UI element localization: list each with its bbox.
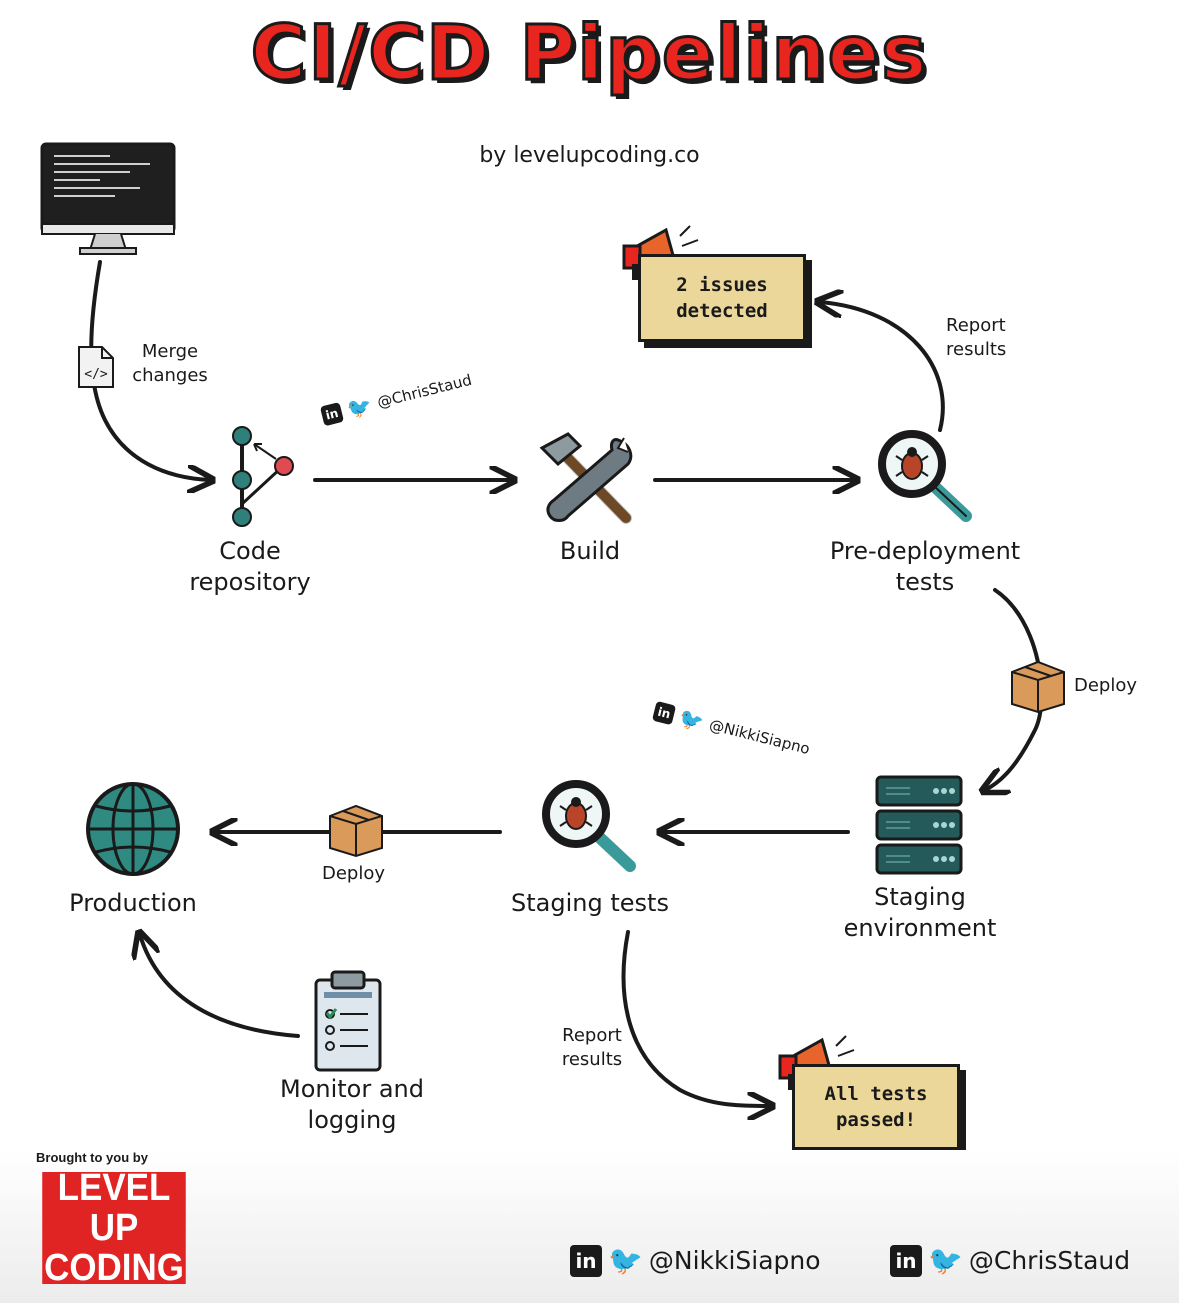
node-build: Build [559, 537, 621, 565]
handle-text: @ChrisStaud [968, 1246, 1131, 1275]
logo-line-2: CODING [44, 1247, 184, 1289]
arrow-monitor-to-production [140, 935, 300, 1038]
code-file-icon: </> [78, 346, 114, 388]
server-stack-icon [875, 775, 963, 875]
report-results-top-label: Report results [946, 315, 1007, 360]
footer-social-nikki[interactable]: in 🐦 @NikkiSiapno [570, 1244, 821, 1277]
footer-band [0, 1150, 1179, 1303]
deploy-bottom-label: Deploy [322, 863, 386, 884]
arrow-deploy-right [985, 588, 1044, 790]
report-results-bottom-label: Report results [561, 1025, 623, 1070]
linkedin-icon: in [570, 1244, 602, 1277]
note-issues-detected: 2 issues detected [638, 254, 806, 342]
package-box-icon [1011, 660, 1065, 714]
arrow-report-bottom [621, 930, 770, 1106]
twitter-icon: 🐦 [608, 1244, 643, 1277]
node-staging-environment: Staging environment [843, 883, 997, 942]
node-pre-deployment-tests: Pre-deployment tests [829, 537, 1021, 596]
magnifier-bug-icon [878, 430, 972, 522]
hammer-wrench-icon [539, 432, 633, 524]
clipboard-checklist-icon [314, 970, 382, 1072]
node-staging-tests: Staging tests [511, 889, 669, 917]
footer-social-chris[interactable]: in 🐦 @ChrisStaud [890, 1244, 1130, 1277]
byline: by levelupcoding.co [479, 143, 700, 168]
node-code-repository: Code repository [189, 537, 311, 596]
brought-to-you-label: Brought to you by [36, 1150, 148, 1165]
note-all-tests-passed: All tests passed! [792, 1064, 960, 1150]
globe-icon [86, 782, 180, 876]
logo-line-1: LEVEL UP [57, 1167, 171, 1249]
page-title: CI/CD Pipelines [249, 7, 929, 99]
twitter-icon: 🐦 [928, 1244, 963, 1277]
magnifier-bug-icon [542, 780, 636, 872]
monitor-icon [40, 142, 176, 255]
linkedin-icon: in [319, 402, 345, 427]
level-up-coding-logo: LEVEL UP CODING [42, 1168, 186, 1288]
package-box-icon [329, 804, 383, 858]
merge-changes-label: Merge changes [132, 341, 208, 386]
linkedin-icon: in [651, 700, 677, 726]
arrow-report-top [820, 302, 945, 432]
node-monitor-logging: Monitor and logging [279, 1075, 424, 1134]
svg-text:</>: </> [84, 367, 108, 382]
deploy-right-label: Deploy [1074, 675, 1138, 696]
linkedin-icon: in [890, 1244, 922, 1277]
arrow-merge [89, 260, 210, 480]
git-branch-icon [232, 426, 294, 527]
node-production: Production [69, 889, 197, 917]
handle-text: @NikkiSiapno [648, 1246, 821, 1275]
